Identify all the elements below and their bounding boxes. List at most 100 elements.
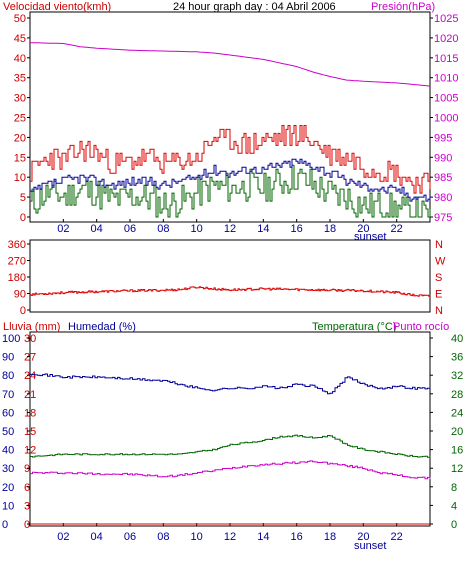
rain-tick-27: 27 [24,352,36,364]
rain-tick-18: 18 [24,407,36,419]
wind-tick-30: 30 [14,93,26,105]
panel-wind-direction-frame [29,239,431,313]
rain-tick-21: 21 [24,389,36,401]
temperature-tick-0: 0 [451,519,457,531]
wind-tick-5: 5 [20,192,26,204]
series-wind-red [30,125,431,194]
wind-tick-10: 10 [14,172,26,184]
series-pressure [29,42,431,87]
sunset-label-top: sunset [354,231,386,243]
x-tick-top-06: 06 [124,223,136,235]
humidity-tick-60: 60 [2,407,14,419]
rain-tick-0: 0 [24,519,30,531]
humidity-tick-30: 30 [2,463,14,475]
x-tick-bottom-12: 12 [224,531,236,543]
panel-rain-hum-temp-frame [29,331,431,527]
rain-tick-24: 24 [24,370,36,382]
x-tick-bottom-02: 02 [57,531,69,543]
temperature-tick-4: 4 [451,500,457,512]
dewpoint-axis-title: Punto rocío [393,321,449,333]
wind-tick-20: 20 [14,132,26,144]
humidity-axis-title: Humedad (%) [68,321,136,333]
rain-axis-title: Lluvia (mm) [3,321,60,333]
rain-tick-9: 9 [24,463,30,475]
series-dewpoint [30,460,431,480]
pressure-axis-title: Presión(hPa) [371,1,435,13]
wind-tick-40: 40 [14,53,26,65]
temperature-tick-40: 40 [451,333,463,345]
pressure-tick-980: 980 [434,192,452,204]
humidity-tick-0: 0 [2,519,8,531]
compass-tick-0-N: N [435,239,443,251]
direction-tick-270: 270 [8,256,26,268]
x-tick-bottom-22: 22 [391,531,403,543]
rain-tick-12: 12 [24,445,36,457]
pressure-tick-975: 975 [434,212,452,224]
temperature-tick-16: 16 [451,445,463,457]
humidity-tick-80: 80 [2,370,14,382]
series-humidity [30,373,431,395]
wind-tick-25: 25 [14,113,26,125]
x-tick-top-18: 18 [324,223,336,235]
x-tick-top-16: 16 [291,223,303,235]
humidity-tick-70: 70 [2,389,14,401]
x-tick-bottom-16: 16 [291,531,303,543]
humidity-tick-20: 20 [2,482,14,494]
pressure-tick-1025: 1025 [434,13,458,25]
pressure-tick-1005: 1005 [434,93,458,105]
humidity-tick-40: 40 [2,445,14,457]
x-tick-bottom-14: 14 [257,531,269,543]
wind-speed-axis-title: Velocidad viento(kmh) [3,1,111,13]
temperature-tick-24: 24 [451,407,463,419]
temperature-tick-36: 36 [451,352,463,364]
wind-tick-35: 35 [14,73,26,85]
temperature-tick-8: 8 [451,482,457,494]
series-wind-direction [30,286,431,297]
wind-tick-15: 15 [14,152,26,164]
x-tick-top-22: 22 [391,223,403,235]
pressure-tick-1020: 1020 [434,33,458,45]
rain-tick-15: 15 [24,426,36,438]
series-wind-green [30,164,431,218]
x-tick-top-08: 08 [157,223,169,235]
rain-tick-3: 3 [24,500,30,512]
x-tick-top-20: 20 [357,223,369,235]
pressure-tick-1015: 1015 [434,53,458,65]
rain-tick-30: 30 [24,333,36,345]
x-tick-bottom-18: 18 [324,531,336,543]
series-temperature [30,434,431,458]
humidity-tick-50: 50 [2,426,14,438]
wind-tick-50: 50 [14,13,26,25]
temperature-tick-32: 32 [451,370,463,382]
temperature-tick-20: 20 [451,426,463,438]
x-tick-top-10: 10 [191,223,203,235]
pressure-tick-1000: 1000 [434,113,458,125]
x-tick-bottom-04: 04 [91,531,103,543]
pressure-tick-995: 995 [434,132,452,144]
x-tick-top-02: 02 [57,223,69,235]
x-tick-bottom-20: 20 [357,531,369,543]
x-tick-bottom-06: 06 [124,531,136,543]
x-tick-bottom-10: 10 [191,531,203,543]
direction-tick-180: 180 [8,272,26,284]
direction-tick-0: 0 [20,305,26,317]
sunset-label-bottom: sunset [354,540,386,552]
direction-tick-90: 90 [14,289,26,301]
wind-tick-45: 45 [14,33,26,45]
humidity-tick-90: 90 [2,352,14,364]
compass-tick-2-S: S [435,272,442,284]
pressure-tick-985: 985 [434,172,452,184]
chart-title: 24 hour graph day : 04 Abril 2006 [173,1,336,13]
compass-tick-1-W: W [435,256,446,268]
temperature-axis-title: Temperatura (°C) [312,321,396,333]
x-tick-top-14: 14 [257,223,269,235]
x-tick-top-12: 12 [224,223,236,235]
pressure-tick-990: 990 [434,152,452,164]
humidity-tick-100: 100 [2,333,20,345]
rain-tick-6: 6 [24,482,30,494]
compass-tick-3-E: E [435,289,442,301]
temperature-tick-28: 28 [451,389,463,401]
x-tick-top-04: 04 [91,223,103,235]
